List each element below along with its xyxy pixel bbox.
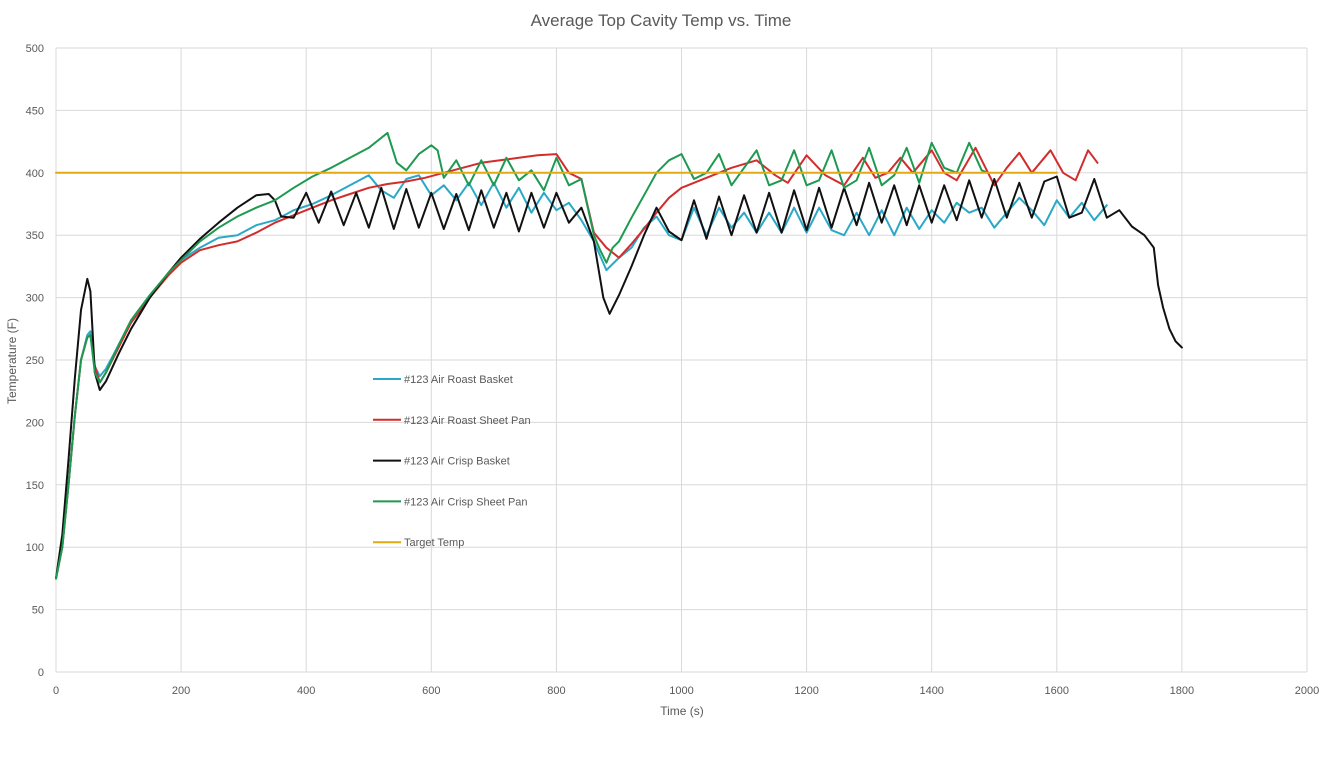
x-tick-label: 400 [297,685,315,697]
y-tick-label: 0 [38,667,44,679]
y-tick-label: 200 [26,417,44,429]
x-tick-label: 1200 [794,685,818,697]
x-tick-label: 1000 [669,685,693,697]
y-tick-label: 450 [26,105,44,117]
y-tick-label: 400 [26,168,44,180]
y-tick-label: 100 [26,542,44,554]
y-tick-label: 300 [26,293,44,305]
series-line-4 [55,131,989,580]
y-tick-label: 150 [26,480,44,492]
grid [55,47,1308,673]
legend-label: #123 Air Roast Sheet Pan [404,415,531,427]
x-tick-label: 200 [172,685,190,697]
series-line-3 [55,175,1183,580]
x-tick-label: 1800 [1170,685,1194,697]
legend: #123 Air Roast Basket #123 Air Roast Shee… [373,374,531,549]
x-tick-label: 0 [53,685,59,697]
x-tick-label: 2000 [1295,685,1319,697]
x-axis-label: Time (s) [660,704,704,718]
y-tick-label: 350 [26,230,44,242]
legend-label: #123 Air Crisp Sheet Pan [404,496,528,508]
legend-label: #123 Air Crisp Basket [404,456,510,468]
x-tick-label: 1600 [1045,685,1069,697]
y-tick-label: 250 [26,355,44,367]
legend-label: #123 Air Roast Basket [404,374,513,386]
y-axis-label: Temperature (F) [5,318,19,404]
chart-title: Average Top Cavity Temp vs. Time [531,11,792,30]
x-tick-label: 600 [422,685,440,697]
x-tick-label: 1400 [919,685,943,697]
x-tick-label: 800 [547,685,565,697]
legend-label: Target Temp [404,537,464,549]
y-tick-label: 500 [26,43,44,55]
series-lines [55,131,1183,580]
axes: 0 50 100 150 200 250 300 350 400 450 500 0 200 400 600… [26,43,1320,697]
series-line-1 [55,174,1108,580]
y-tick-label: 50 [32,605,44,617]
